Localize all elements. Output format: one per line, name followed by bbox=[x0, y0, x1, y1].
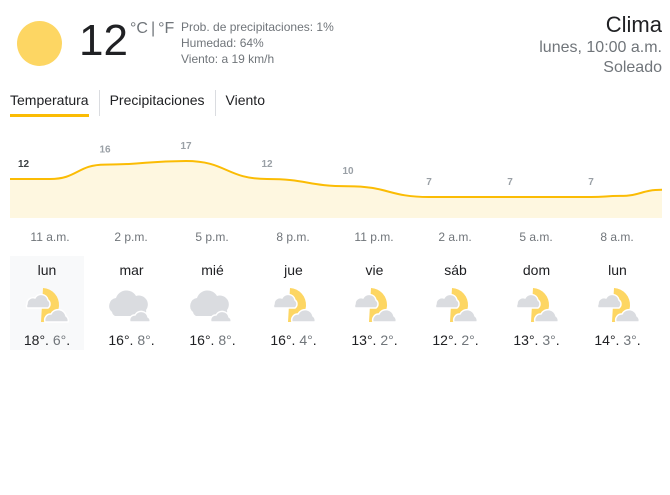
low-temp: 6° bbox=[52, 332, 67, 348]
sun-icon bbox=[17, 21, 62, 66]
time-label: 5 p.m. bbox=[195, 230, 228, 244]
widget-title: Clima bbox=[605, 12, 662, 37]
tab-viento[interactable]: Viento bbox=[214, 90, 275, 116]
high-temp: 12° bbox=[432, 332, 454, 348]
low-temp: 8° bbox=[137, 332, 151, 348]
day-name: jue bbox=[284, 262, 303, 278]
unit-toggle: °C | °F bbox=[130, 20, 174, 38]
time-label: 2 a.m. bbox=[438, 230, 471, 244]
temperature-chart: 12 11 a.m. 16 2 p.m. 17 5 p.m. 12 8 p.m. 10 11 p.… bbox=[9, 141, 663, 244]
high-temp: 13° bbox=[351, 332, 373, 348]
temperature-label: 16 bbox=[99, 145, 111, 156]
low-temp: 3° bbox=[623, 332, 637, 348]
high-temp: 18° bbox=[23, 332, 46, 348]
time-label: 11 p.m. bbox=[354, 230, 393, 244]
day-7[interactable]: lun 14°. 3°. bbox=[577, 256, 658, 350]
day-5[interactable]: sáb 12°. 2°. bbox=[415, 256, 496, 350]
partly-cloudy-icon bbox=[496, 282, 577, 326]
cloudy-icon bbox=[91, 282, 172, 326]
cloudy-icon bbox=[172, 282, 253, 326]
temperature-area bbox=[10, 161, 662, 218]
low-temp: 8° bbox=[218, 332, 232, 348]
partly-cloudy-icon bbox=[10, 282, 84, 326]
day-4[interactable]: vie 13°. 2°. bbox=[334, 256, 415, 350]
low-temp: 2° bbox=[461, 332, 475, 348]
day-name: dom bbox=[522, 262, 551, 278]
humidity-text: Humedad: 64% bbox=[181, 36, 264, 50]
temperature-label: 10 bbox=[342, 166, 354, 177]
partly-cloudy-icon bbox=[577, 282, 658, 326]
condition: Soleado bbox=[603, 59, 662, 76]
wind-text: Viento: a 19 km/h bbox=[181, 52, 275, 66]
high-temp: 16° bbox=[108, 332, 130, 348]
fahrenheit-button[interactable]: °F bbox=[158, 20, 175, 37]
temperature-label: 17 bbox=[180, 141, 192, 152]
temperature-label: 12 bbox=[261, 159, 273, 170]
day-temps: 16°. 8°. bbox=[108, 332, 155, 348]
day-temps: 18°. 6°. bbox=[23, 332, 71, 348]
time-label: 2 p.m. bbox=[114, 230, 147, 244]
temperature-line bbox=[9, 159, 663, 198]
day-name: vie bbox=[365, 262, 384, 278]
day-temps: 16°. 4°. bbox=[270, 332, 317, 348]
daily-forecast: lun 18°. 6°. mar 16°. 8°. mié 16°. 8°. jue … bbox=[10, 256, 658, 350]
datetime: lunes, 10:00 a.m. bbox=[539, 39, 662, 56]
temperature-label: 12 bbox=[18, 159, 30, 170]
day-temps: 16°. 8°. bbox=[189, 332, 236, 348]
day-3[interactable]: jue 16°. 4°. bbox=[253, 256, 334, 350]
low-temp: 3° bbox=[542, 332, 556, 348]
unit-separator: | bbox=[150, 20, 156, 37]
high-temp: 14° bbox=[594, 332, 616, 348]
partly-cloudy-icon bbox=[334, 282, 415, 326]
day-1[interactable]: mar 16°. 8°. bbox=[91, 256, 172, 350]
day-temps: 14°. 3°. bbox=[594, 332, 641, 348]
day-name: sáb bbox=[444, 262, 467, 278]
tab-precipitaciones[interactable]: Precipitaciones bbox=[98, 90, 215, 116]
day-temps: 13°. 2°. bbox=[351, 332, 398, 348]
low-temp: 2° bbox=[380, 332, 394, 348]
current-temperature: 12 bbox=[79, 16, 128, 65]
tab-bar: Temperatura Precipitaciones Viento bbox=[10, 90, 275, 117]
day-temps: 13°. 3°. bbox=[513, 332, 560, 348]
temperature-label: 7 bbox=[426, 177, 432, 188]
celsius-button[interactable]: °C bbox=[130, 20, 148, 37]
day-6[interactable]: dom 13°. 3°. bbox=[496, 256, 577, 350]
day-2[interactable]: mié 16°. 8°. bbox=[172, 256, 253, 350]
temperature-label: 7 bbox=[588, 177, 594, 188]
day-name: lun bbox=[608, 262, 627, 278]
weather-header: Clima lunes, 10:00 a.m. Soleado bbox=[539, 12, 662, 78]
day-0[interactable]: lun 18°. 6°. bbox=[10, 256, 84, 350]
precipitation-text: Prob. de precipitaciones: 1% bbox=[181, 20, 334, 34]
high-temp: 16° bbox=[189, 332, 211, 348]
time-label: 8 a.m. bbox=[600, 230, 633, 244]
time-label: 11 a.m. bbox=[30, 230, 69, 244]
day-name: lun bbox=[37, 262, 57, 278]
high-temp: 13° bbox=[513, 332, 535, 348]
high-temp: 16° bbox=[270, 332, 292, 348]
time-label: 8 p.m. bbox=[276, 230, 309, 244]
low-temp: 4° bbox=[299, 332, 313, 348]
tab-temperatura[interactable]: Temperatura bbox=[10, 90, 99, 117]
partly-cloudy-icon bbox=[253, 282, 334, 326]
day-name: mié bbox=[201, 262, 224, 278]
time-label: 5 a.m. bbox=[519, 230, 552, 244]
partly-cloudy-icon bbox=[415, 282, 496, 326]
day-temps: 12°. 2°. bbox=[432, 332, 479, 348]
day-name: mar bbox=[119, 262, 144, 278]
temperature-label: 7 bbox=[507, 177, 513, 188]
